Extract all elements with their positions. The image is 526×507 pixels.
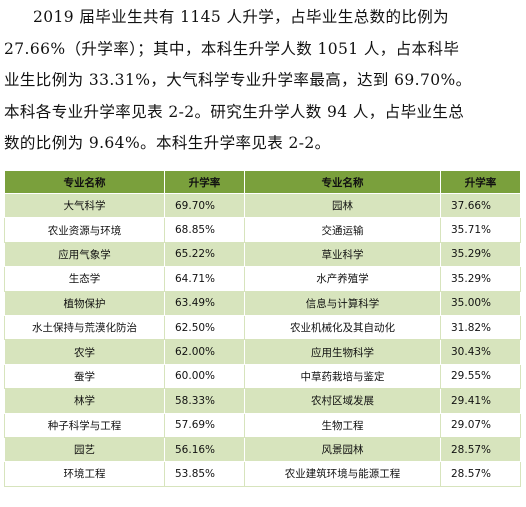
rate-cell: 37.66%: [440, 192, 521, 219]
table-row: 蚕学 60.00% 中草药栽培与鉴定 29.55%: [4, 363, 521, 390]
table-row: 水土保持与荒漠化防治 62.50% 农业机械化及其自动化 31.82%: [4, 314, 521, 341]
rate-cell: 29.41%: [440, 388, 521, 414]
rate-cell: 30.43%: [440, 339, 521, 365]
table-row: 大气科学 69.70% 园林 37.66%: [4, 192, 521, 219]
enrollment-rate-table: 专业名称 升学率 专业名称 升学率 大气科学 69.70% 园林 37.66% 农业资源…: [4, 170, 521, 487]
header-major-right: 专业名称: [244, 170, 441, 194]
major-name-cell: 风景园林: [244, 436, 441, 463]
rate-cell: 60.00%: [164, 363, 245, 390]
rate-cell: 68.85%: [164, 217, 245, 243]
table-row: 林学 58.33% 农村区域发展 29.41%: [4, 388, 521, 414]
major-name-cell: 植物保护: [4, 290, 165, 316]
paragraph-line: 27.66%（升学率）；其中，本科生升学人数 1051 人，占本科毕: [4, 39, 460, 58]
major-name-cell: 农村区域发展: [244, 388, 441, 414]
major-name-cell: 生物工程: [244, 412, 441, 438]
major-name-cell: 草业科学: [244, 241, 441, 268]
table-row: 应用气象学 65.22% 草业科学 35.29%: [4, 241, 521, 268]
major-name-cell: 种子科学与工程: [4, 412, 165, 438]
table-header-row: 专业名称 升学率 专业名称 升学率: [4, 170, 521, 194]
major-name-cell: 水土保持与荒漠化防治: [4, 314, 165, 341]
rate-cell: 64.71%: [164, 266, 245, 292]
major-name-cell: 中草药栽培与鉴定: [244, 363, 441, 390]
major-name-cell: 园艺: [4, 436, 165, 463]
rate-cell: 28.57%: [440, 436, 521, 463]
major-name-cell: 环境工程: [4, 461, 165, 487]
rate-cell: 29.07%: [440, 412, 521, 438]
major-name-cell: 农业建筑环境与能源工程: [244, 461, 441, 487]
major-name-cell: 农学: [4, 339, 165, 365]
major-name-cell: 农业机械化及其自动化: [244, 314, 441, 341]
rate-cell: 65.22%: [164, 241, 245, 268]
paragraph-line: 2019 届毕业生共有 1145 人升学，占毕业生总数的比例为: [33, 8, 450, 26]
rate-cell: 57.69%: [164, 412, 245, 438]
table-row: 种子科学与工程 57.69% 生物工程 29.07%: [4, 412, 521, 438]
rate-cell: 63.49%: [164, 290, 245, 316]
table-row: 环境工程 53.85% 农业建筑环境与能源工程 28.57%: [4, 461, 521, 487]
major-name-cell: 水产养殖学: [244, 266, 441, 292]
header-rate-right: 升学率: [440, 170, 521, 194]
rate-cell: 29.55%: [440, 363, 521, 390]
major-name-cell: 应用气象学: [4, 241, 165, 268]
rate-cell: 58.33%: [164, 388, 245, 414]
rate-cell: 35.29%: [440, 266, 521, 292]
rate-cell: 62.00%: [164, 339, 245, 365]
table-row: 生态学 64.71% 水产养殖学 35.29%: [4, 266, 521, 292]
table-row: 植物保护 63.49% 信息与计算科学 35.00%: [4, 290, 521, 316]
rate-cell: 56.16%: [164, 436, 245, 463]
major-name-cell: 交通运输: [244, 217, 441, 243]
major-name-cell: 园林: [244, 192, 441, 219]
body-paragraph: 2019 届毕业生共有 1145 人升学，占毕业生总数的比例为 27.66%（升…: [4, 2, 522, 160]
rate-cell: 62.50%: [164, 314, 245, 341]
paragraph-line: 数的比例为 9.64%。本科生升学率见表 2-2。: [4, 134, 331, 152]
header-rate-left: 升学率: [164, 170, 245, 194]
major-name-cell: 蚕学: [4, 363, 165, 390]
major-name-cell: 信息与计算科学: [244, 290, 441, 316]
major-name-cell: 大气科学: [4, 192, 165, 219]
rate-cell: 28.57%: [440, 461, 521, 487]
rate-cell: 69.70%: [164, 192, 245, 219]
major-name-cell: 应用生物科学: [244, 339, 441, 365]
rate-cell: 53.85%: [164, 461, 245, 487]
header-major-left: 专业名称: [4, 170, 165, 194]
paragraph-line: 本科各专业升学率见表 2-2。研究生升学人数 94 人，占毕业生总: [4, 102, 465, 121]
major-name-cell: 林学: [4, 388, 165, 414]
rate-cell: 35.71%: [440, 217, 521, 243]
table-row: 园艺 56.16% 风景园林 28.57%: [4, 436, 521, 463]
rate-cell: 35.29%: [440, 241, 521, 268]
major-name-cell: 农业资源与环境: [4, 217, 165, 243]
paragraph-line: 业生比例为 33.31%，大气科学专业升学率最高，达到 69.70%。: [4, 71, 472, 89]
major-name-cell: 生态学: [4, 266, 165, 292]
table-row: 农业资源与环境 68.85% 交通运输 35.71%: [4, 217, 521, 243]
rate-cell: 31.82%: [440, 314, 521, 341]
table-row: 农学 62.00% 应用生物科学 30.43%: [4, 339, 521, 365]
rate-cell: 35.00%: [440, 290, 521, 316]
